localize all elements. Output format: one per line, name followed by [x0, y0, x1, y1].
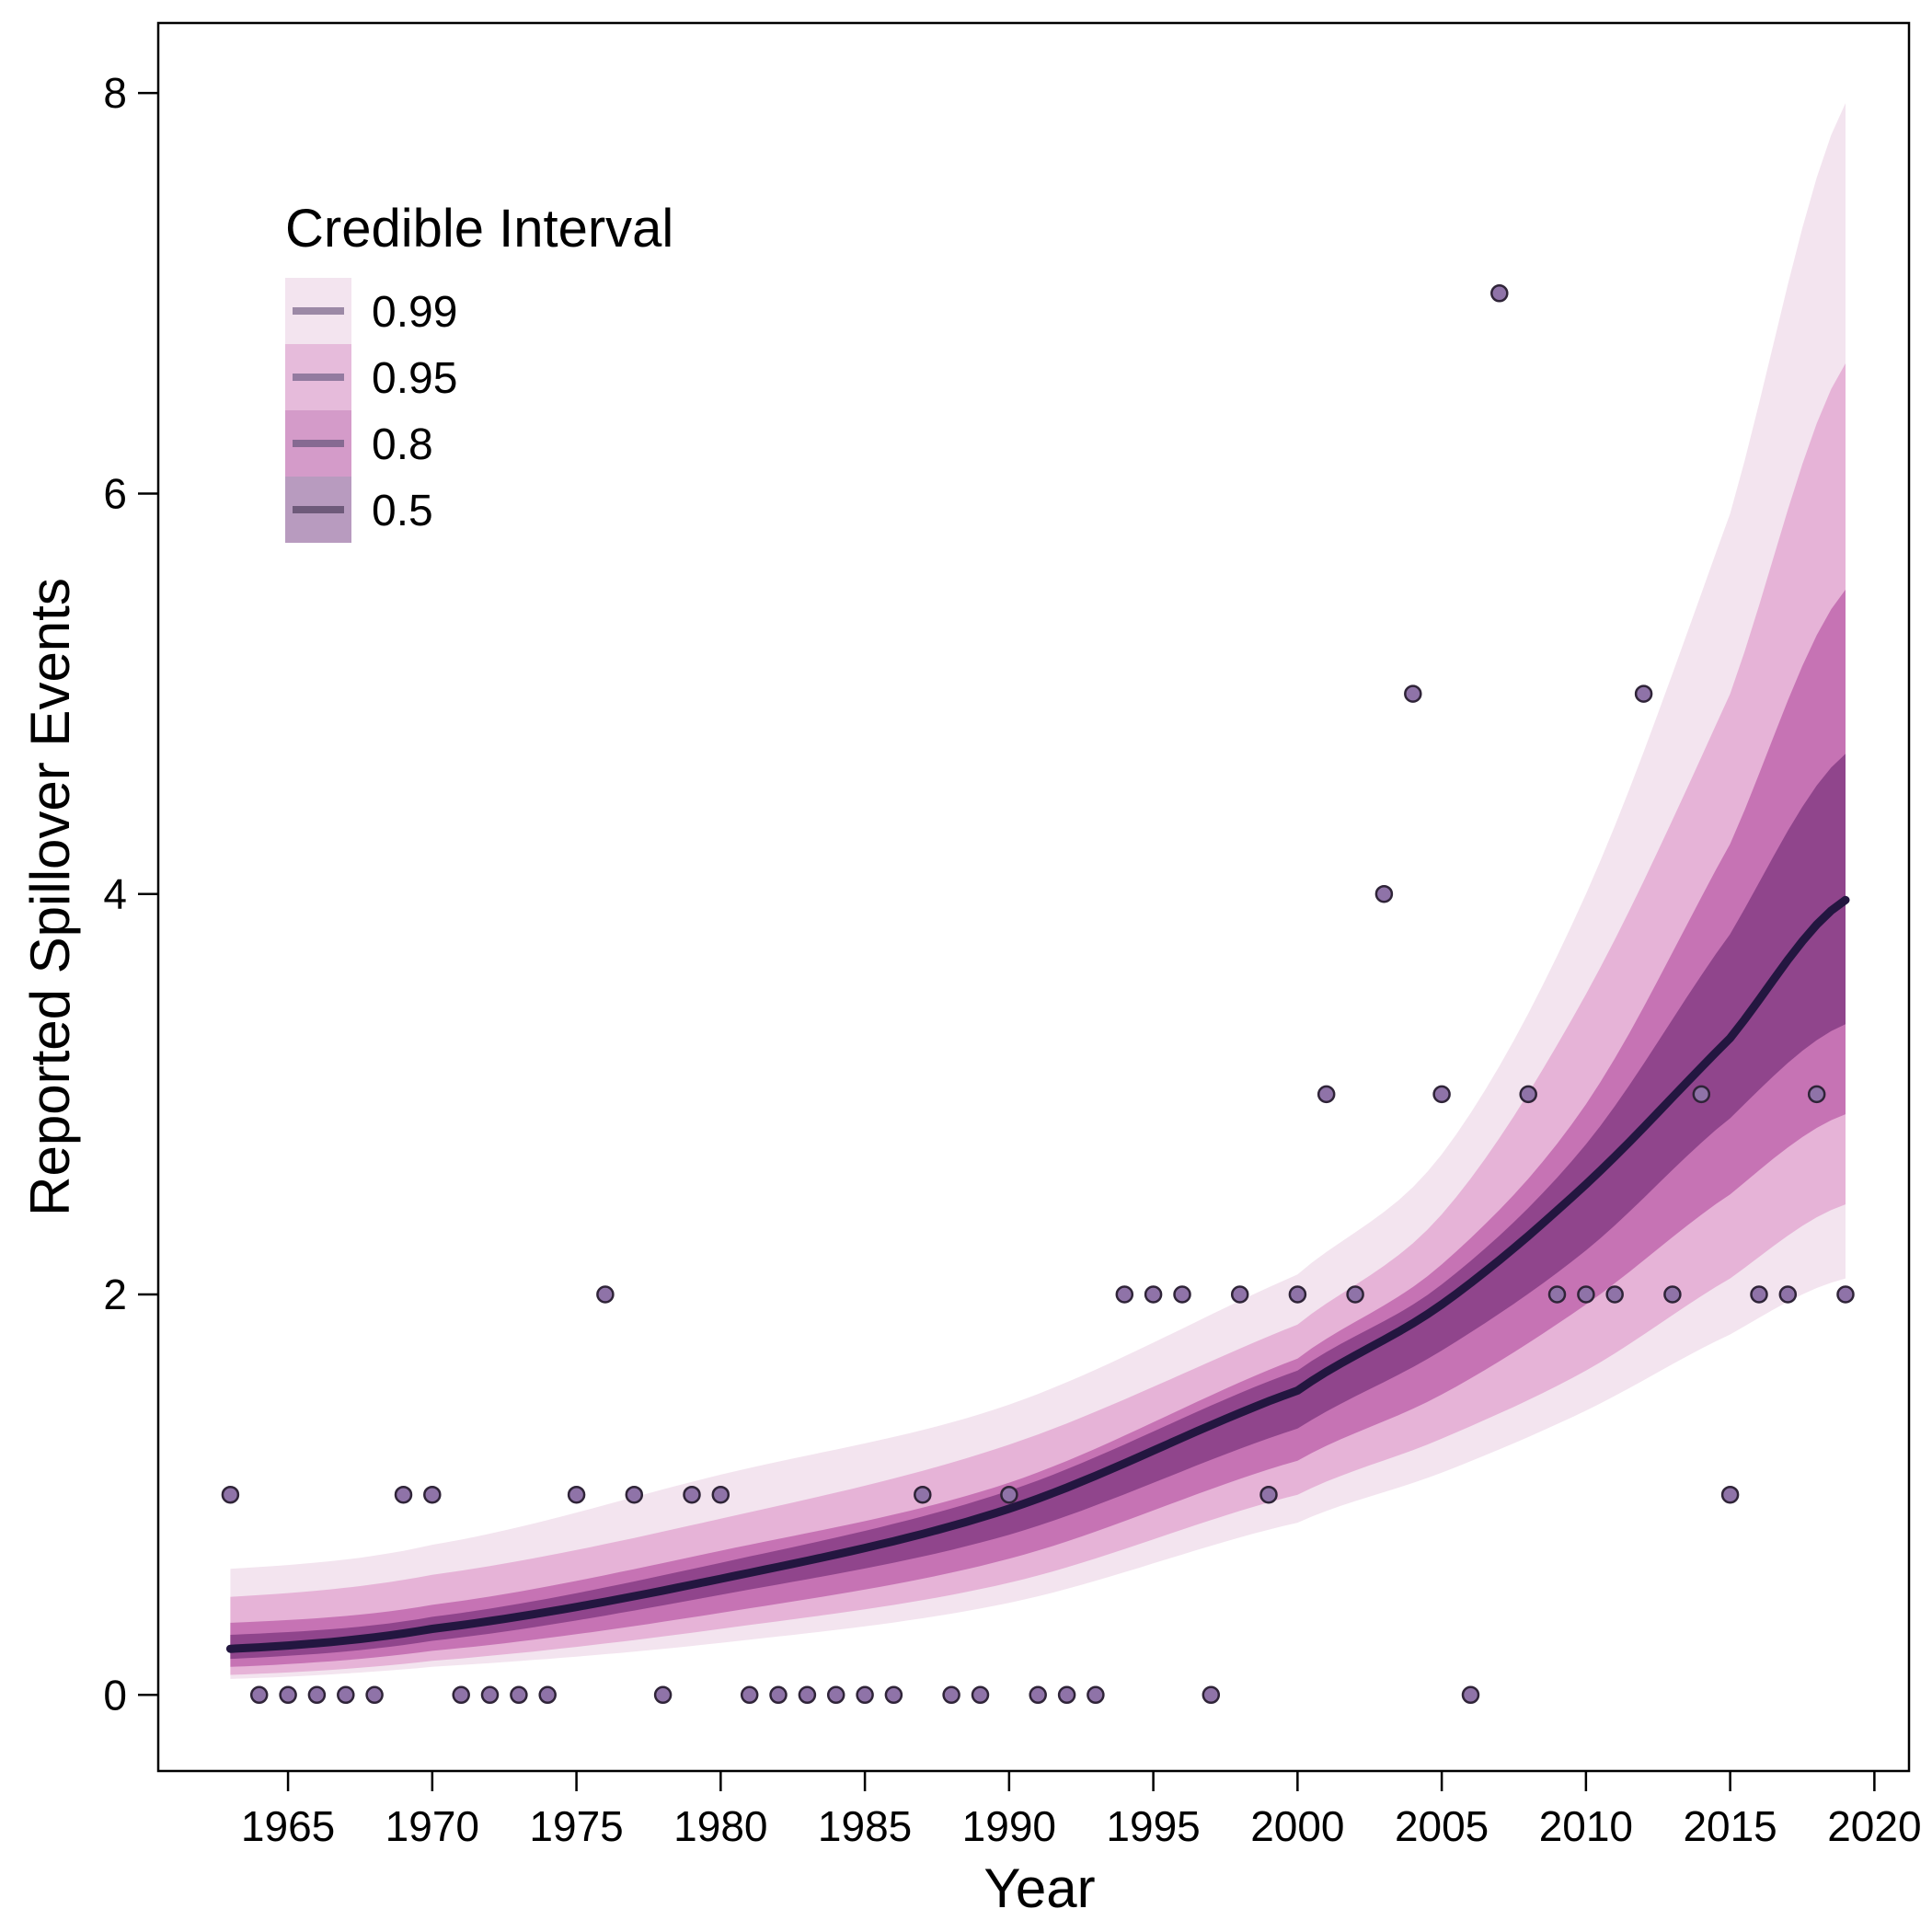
data-point	[1577, 1285, 1595, 1304]
data-point	[249, 1685, 269, 1705]
data-point	[596, 1285, 615, 1304]
y-tick-label: 4	[103, 870, 127, 918]
data-point	[221, 1485, 240, 1504]
data-point	[538, 1685, 557, 1705]
data-point	[1374, 884, 1394, 903]
data-point	[1692, 1085, 1711, 1104]
y-tick-label: 8	[103, 69, 127, 117]
data-point	[625, 1485, 644, 1504]
y-tick-label: 0	[103, 1671, 127, 1719]
plot-frame	[156, 21, 1911, 1773]
data-point	[1461, 1685, 1480, 1705]
x-tick-label: 1970	[385, 1802, 479, 1850]
data-point	[1720, 1485, 1740, 1504]
data-point	[1288, 1285, 1307, 1304]
data-point	[711, 1485, 730, 1504]
data-point	[798, 1685, 817, 1705]
legend-entries: 0.99 0.95 0.8 0.5	[285, 278, 457, 543]
x-tick-label: 1975	[529, 1802, 623, 1850]
data-point	[1317, 1085, 1336, 1104]
legend-title: Credible Interval	[285, 199, 673, 259]
median-fit-line	[225, 895, 1850, 1653]
y-tick-label: 6	[103, 469, 127, 517]
data-point	[1000, 1485, 1018, 1504]
data-point	[1778, 1285, 1798, 1304]
data-point	[1750, 1285, 1768, 1304]
data-point	[1404, 684, 1422, 703]
data-point	[826, 1685, 845, 1705]
x-tick-label: 2015	[1683, 1802, 1777, 1850]
data-point	[1173, 1285, 1191, 1304]
legend-entry: 0.8	[285, 410, 433, 477]
x-axis-title: Year	[983, 1857, 1095, 1919]
data-point	[365, 1685, 384, 1705]
median-fit-line-group	[225, 895, 1850, 1653]
x-tick-label: 2020	[1827, 1802, 1921, 1850]
x-tick-label: 1980	[673, 1802, 767, 1850]
legend-entry: 0.99	[285, 278, 457, 344]
data-point	[884, 1685, 903, 1705]
data-point	[1346, 1285, 1364, 1304]
y-tick-label: 2	[103, 1271, 127, 1318]
x-tick-label: 1965	[241, 1802, 335, 1850]
x-tick-label: 1995	[1106, 1802, 1200, 1850]
x-axis: 1965 1970 1975 1980 1985 1990 1995 2000 2005 2010…	[241, 1771, 1922, 1850]
data-point	[1836, 1285, 1855, 1304]
legend-label: 0.99	[372, 288, 457, 337]
legend: Credible Interval 0.99 0.95 0.8 0.5	[285, 199, 673, 543]
data-point	[1144, 1285, 1163, 1304]
data-point	[653, 1685, 673, 1705]
data-point	[971, 1685, 990, 1705]
data-point	[452, 1685, 470, 1705]
legend-entry: 0.5	[285, 477, 433, 543]
data-point	[1432, 1085, 1451, 1104]
data-point	[914, 1485, 932, 1504]
data-point	[856, 1685, 874, 1705]
data-point	[1057, 1685, 1076, 1705]
data-point	[942, 1685, 960, 1705]
data-point	[1519, 1085, 1537, 1104]
data-point	[567, 1485, 586, 1504]
data-point	[480, 1685, 500, 1705]
x-tick-label: 2000	[1250, 1802, 1344, 1850]
data-point	[279, 1685, 297, 1705]
x-tick-label: 2010	[1539, 1802, 1633, 1850]
data-point	[1029, 1685, 1047, 1705]
data-point	[1605, 1285, 1624, 1304]
data-point	[394, 1485, 413, 1504]
legend-entry: 0.95	[285, 344, 457, 410]
data-point	[1230, 1285, 1249, 1304]
legend-label: 0.8	[372, 420, 433, 469]
data-point	[510, 1685, 528, 1705]
data-point	[1807, 1085, 1826, 1104]
data-point	[769, 1685, 788, 1705]
x-tick-label: 2005	[1395, 1802, 1489, 1850]
y-axis-title: Reported Spillover Events	[19, 578, 81, 1216]
legend-label: 0.5	[372, 487, 433, 535]
legend-label: 0.95	[372, 354, 457, 403]
data-point	[337, 1685, 355, 1705]
x-tick-label: 1985	[818, 1802, 912, 1850]
data-point	[1202, 1685, 1221, 1705]
data-point	[1490, 284, 1509, 303]
data-point	[1087, 1685, 1105, 1705]
data-point	[307, 1685, 327, 1705]
data-point	[1634, 684, 1653, 703]
data-point	[1115, 1285, 1134, 1304]
observed-points	[221, 284, 1855, 1705]
data-point	[1547, 1285, 1567, 1304]
data-point	[683, 1485, 701, 1504]
credible-interval-bands	[230, 103, 1846, 1679]
y-axis: 0 2 4 6 8	[103, 69, 158, 1719]
data-point	[423, 1485, 442, 1504]
data-point	[1259, 1485, 1278, 1504]
x-tick-label: 1990	[962, 1802, 1056, 1850]
data-point	[740, 1685, 759, 1705]
data-point	[1663, 1285, 1682, 1304]
